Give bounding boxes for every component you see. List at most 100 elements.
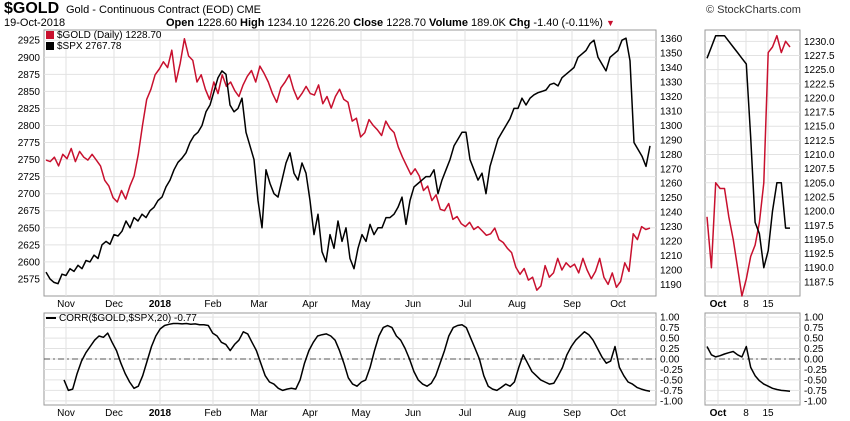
right-axis-tick: 1350 (660, 49, 683, 60)
corr-x-axis-tick: Dec (105, 408, 123, 419)
zoom-corr-axis-tick: -0.25 (804, 365, 827, 376)
zoom-axis-tick: 1215.0 (804, 122, 835, 133)
corr-axis-tick: 0.25 (660, 344, 680, 355)
legend-corr-swatch (46, 317, 56, 320)
zoom-corr-axis-tick: 0.50 (804, 334, 824, 345)
corr-x-axis-tick: Feb (204, 408, 222, 419)
zoom-axis-tick: 1200.0 (804, 207, 835, 218)
x-axis-tick: Mar (250, 299, 268, 310)
zoom-corr-axis-tick: 0.25 (804, 344, 824, 355)
low-value: 1226.20 (310, 17, 351, 29)
right-axis-tick: 1330 (660, 78, 683, 89)
left-axis-tick: 2750 (18, 155, 41, 166)
left-axis-tick: 2575 (18, 274, 41, 285)
zoom-axis-tick: 1195.0 (804, 235, 834, 246)
left-axis-tick: 2725 (18, 172, 41, 183)
zoom-axis-tick: 1202.5 (804, 192, 835, 203)
corr-axis-tick: -0.75 (660, 386, 683, 397)
quote-summary: Open 1228.60 High 1234.10 1226.20 Close … (166, 17, 615, 29)
zoom-corr-axis-tick: -0.75 (804, 386, 827, 397)
legend-corr: CORR($GOLD,$SPX,20) -0.77 (46, 313, 197, 324)
right-axis-tick: 1220 (660, 237, 683, 248)
right-axis-tick: 1340 (660, 63, 683, 74)
zoom-x-tick: 15 (762, 299, 774, 310)
zoom-corr-x-tick: 15 (762, 408, 774, 419)
symbol-description: Gold - Continuous Contract (EOD) CME (66, 4, 262, 16)
left-axis-tick: 2875 (18, 70, 41, 81)
corr-x-axis-tick: Apr (302, 408, 318, 419)
right-axis-tick: 1190 (660, 280, 682, 291)
zoom-gold-line (706, 34, 791, 297)
legend-spx: $SPX 2767.78 (46, 41, 122, 52)
zoom-axis-tick: 1205.0 (804, 178, 835, 189)
corr-axis-tick: 0.00 (660, 355, 680, 366)
right-axis-tick: 1260 (660, 179, 683, 190)
zoom-corr-line (706, 345, 791, 392)
right-axis-tick: 1300 (660, 121, 683, 132)
x-axis-tick: Dec (105, 299, 123, 310)
symbol-title: $GOLD (4, 0, 60, 17)
chg-label: Chg (508, 17, 531, 29)
zoom-corr-axis-tick: 0.00 (804, 355, 824, 366)
zoom-axis-tick: 1225.0 (804, 65, 835, 76)
corr-x-axis-tick: Jun (405, 408, 421, 419)
x-axis-tick: Feb (204, 299, 222, 310)
corr-x-axis-tick: Aug (508, 408, 526, 419)
quote-date: 19-Oct-2018 (4, 17, 66, 29)
left-axis-tick: 2650 (18, 223, 41, 234)
zoom-axis-tick: 1220.0 (804, 93, 835, 104)
volume-label: Volume (429, 17, 468, 29)
left-axis-tick: 2925 (18, 36, 41, 47)
brand-watermark: © StockCharts.com (706, 4, 801, 16)
zoom-axis-tick: 1187.5 (804, 277, 834, 288)
zoom-x-tick: 8 (743, 299, 749, 310)
close-label: Close (353, 17, 384, 29)
x-axis-tick: 2018 (149, 299, 172, 310)
right-axis-tick: 1250 (660, 193, 683, 204)
corr-x-axis-tick: 2018 (149, 408, 172, 419)
volume-value: 189.0K (471, 17, 506, 29)
x-axis-tick: Jun (405, 299, 421, 310)
right-axis-tick: 1230 (660, 222, 683, 233)
corr-axis-tick: -1.00 (660, 396, 683, 407)
right-axis-tick: 1310 (660, 106, 683, 117)
corr-x-axis-tick: Oct (610, 408, 626, 419)
x-axis-tick: Sep (563, 299, 581, 310)
corr-axis-tick: 0.50 (660, 334, 680, 345)
zoom-axis-tick: 1217.5 (804, 108, 835, 119)
zoom-corr-axis-tick: -0.50 (804, 375, 827, 386)
zoom-spx-line (706, 34, 790, 269)
high-value: 1234.10 (267, 17, 308, 29)
right-axis-tick: 1200 (660, 265, 683, 276)
close-value: 1228.70 (386, 17, 426, 29)
down-arrow-icon: ▼ (605, 18, 615, 28)
corr-x-axis-tick: Mar (250, 408, 268, 419)
x-axis-tick: Aug (508, 299, 526, 310)
right-axis-tick: 1280 (660, 150, 683, 161)
left-axis-tick: 2850 (18, 87, 41, 98)
left-axis-tick: 2675 (18, 206, 41, 217)
legend-spx-label: $SPX 2767.78 (57, 41, 122, 52)
high-label: High (240, 17, 265, 29)
x-axis-tick: Nov (57, 299, 75, 310)
x-axis-tick: May (352, 299, 371, 310)
legend-gold-swatch (46, 31, 54, 40)
gold-price-line (45, 37, 651, 291)
zoom-corr-x-tick: Oct (710, 408, 727, 419)
right-axis-tick: 1290 (660, 135, 683, 146)
x-axis-tick: Oct (610, 299, 626, 310)
left-axis-tick: 2825 (18, 104, 41, 115)
left-axis-tick: 2775 (18, 138, 41, 149)
right-axis-tick: 1360 (660, 34, 683, 45)
corr-x-axis-tick: Nov (57, 408, 75, 419)
right-axis-tick: 1270 (660, 164, 683, 175)
legend-gold: $GOLD (Daily) 1228.70 (46, 30, 162, 41)
corr-x-axis-tick: May (352, 408, 371, 419)
corr-x-axis-tick: Sep (563, 408, 581, 419)
corr-axis-tick: 0.75 (660, 323, 680, 334)
zoom-axis-tick: 1222.5 (804, 79, 835, 90)
left-axis-tick: 2625 (18, 240, 41, 251)
legend-spx-swatch (46, 42, 54, 51)
corr-line (63, 322, 651, 392)
